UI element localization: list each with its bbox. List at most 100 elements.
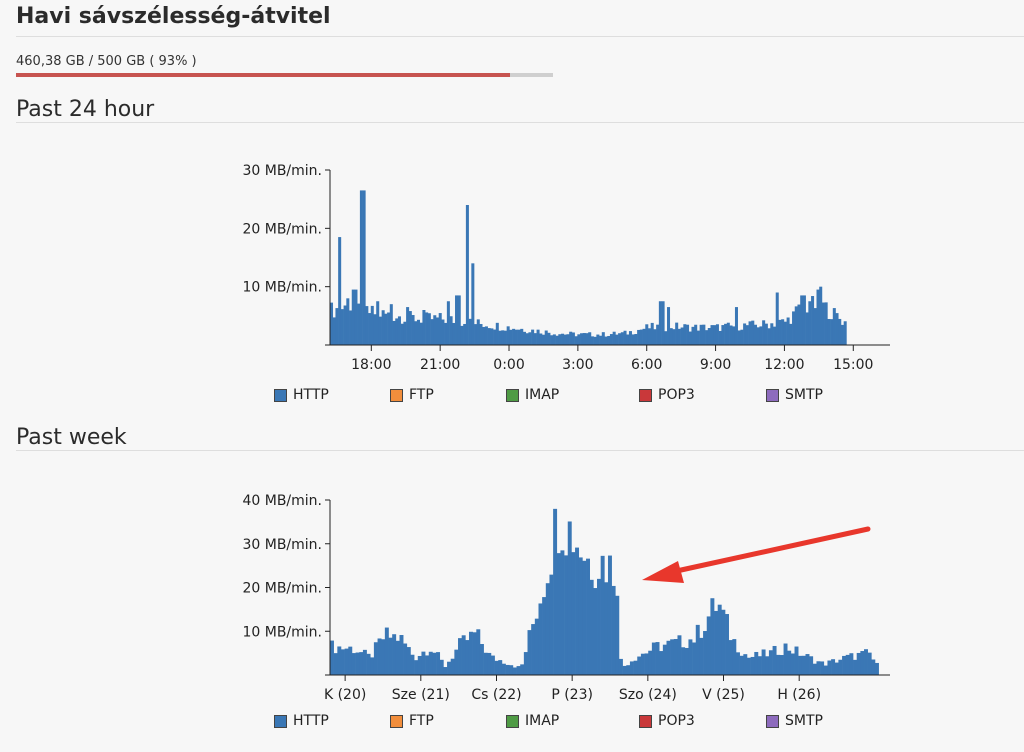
week-chart-bar	[790, 653, 795, 675]
day-chart-bar	[482, 326, 486, 345]
week-chart-bar	[388, 637, 393, 675]
week-chart-bar	[373, 642, 378, 675]
day-chart-bar	[452, 322, 456, 345]
week-chart-bar	[853, 659, 858, 675]
day-chart-bar	[558, 334, 562, 345]
day-chart-bar	[637, 329, 641, 345]
week-chart-bar	[330, 640, 334, 675]
day-chart-bar	[639, 329, 643, 345]
day-chart-bar	[680, 327, 684, 345]
week-chart-bar	[421, 651, 426, 675]
week-chart-bar	[549, 574, 554, 675]
day-chart-bar	[838, 318, 842, 345]
week-chart-bar	[516, 666, 521, 675]
week-chart-bar	[490, 655, 495, 675]
day-chart-bar	[514, 329, 518, 345]
week-chart-bar	[348, 646, 353, 675]
day-chart-bar	[713, 325, 717, 345]
week-chart-bar	[381, 639, 386, 675]
day-chart-bar	[525, 333, 529, 345]
week-chart-bar	[370, 657, 375, 675]
week-chart-bar	[527, 630, 532, 675]
day-chart-bar	[604, 336, 608, 345]
week-chart-bar	[677, 635, 682, 675]
day-chart-bar	[468, 318, 472, 345]
day-chart-bar	[808, 301, 812, 345]
week-legend-item-ftp: FTP	[390, 713, 434, 729]
day-chart-bar	[582, 333, 586, 345]
week-chart-y-tick-label: 30 MB/min.	[242, 537, 322, 553]
day-chart-bar	[381, 310, 385, 345]
day-chart-bar	[411, 315, 415, 345]
week-chart-bar	[520, 664, 525, 675]
week-chart-bar	[538, 603, 543, 675]
day-chart-bar	[370, 305, 374, 345]
week-chart-bar	[604, 582, 609, 675]
day-chart-bar	[658, 301, 662, 345]
day-chart-bar	[506, 326, 510, 345]
week-chart-bar	[761, 649, 766, 675]
week-legend-item-pop3: POP3	[639, 713, 695, 729]
day-chart-bar	[378, 316, 382, 345]
week-chart-bar	[417, 655, 422, 675]
week-chart-bar	[856, 652, 861, 675]
day-chart-bar	[721, 325, 725, 345]
day-chart-bar	[705, 330, 709, 345]
week-chart-bar	[615, 595, 620, 675]
week-chart-bar	[505, 664, 510, 675]
day-chart-bar	[441, 319, 445, 345]
day-chart-bar	[332, 317, 336, 345]
week-chart-bar	[834, 662, 839, 675]
day-chart-bar	[775, 292, 779, 345]
week-chart-bar	[597, 578, 601, 675]
day-chart-bar	[628, 331, 632, 345]
day-chart-bar	[740, 329, 744, 345]
week-chart-bar	[864, 649, 868, 675]
day-chart-bar	[349, 310, 353, 345]
day-chart-bar	[675, 322, 679, 345]
day-chart-bar	[642, 328, 646, 345]
day-chart-bar	[501, 330, 505, 345]
week-chart-bar	[648, 650, 653, 675]
day-chart-bar	[340, 309, 344, 345]
section-divider-week	[16, 450, 1024, 451]
week-chart-bar	[637, 656, 642, 675]
week-chart-bar	[428, 651, 433, 675]
week-chart-bar	[545, 583, 550, 675]
week-chart-x-tick-label: V (25)	[702, 687, 745, 703]
day-chart-bar	[571, 332, 575, 345]
week-chart-bar	[779, 655, 784, 675]
week-chart-bar	[809, 656, 814, 675]
week-chart-bar	[684, 647, 689, 675]
week-chart-bar	[670, 639, 675, 675]
week-legend-swatch	[506, 714, 519, 728]
week-chart-bar	[776, 654, 781, 675]
day-chart-bar	[389, 304, 393, 345]
day-chart-bar	[593, 336, 597, 345]
day-legend-swatch	[506, 388, 519, 402]
week-chart-bar	[838, 659, 843, 675]
day-chart-bar	[718, 330, 722, 345]
day-chart-bar	[566, 334, 570, 345]
week-chart-bar	[395, 640, 400, 675]
week-legend-label: IMAP	[525, 713, 560, 729]
day-chart-bar	[699, 324, 703, 345]
day-chart-bar	[647, 328, 652, 345]
week-chart-bar	[743, 654, 748, 675]
week-chart-bar	[867, 652, 872, 675]
day-chart-bar	[745, 325, 749, 345]
week-chart-bar	[443, 667, 448, 675]
week-chart-bar	[666, 640, 671, 675]
week-legend-label: POP3	[658, 713, 695, 729]
day-chart-bar	[827, 318, 831, 345]
week-chart-bar	[816, 661, 821, 675]
week-chart-bar	[765, 656, 770, 675]
week-chart-bar	[564, 555, 569, 675]
day-chart-bar	[449, 316, 453, 345]
day-chart-bar	[509, 329, 513, 345]
day-chart-bar	[484, 326, 488, 345]
week-chart-bar	[509, 665, 514, 675]
day-chart-bar	[691, 326, 695, 345]
day-chart-bar	[645, 324, 649, 345]
